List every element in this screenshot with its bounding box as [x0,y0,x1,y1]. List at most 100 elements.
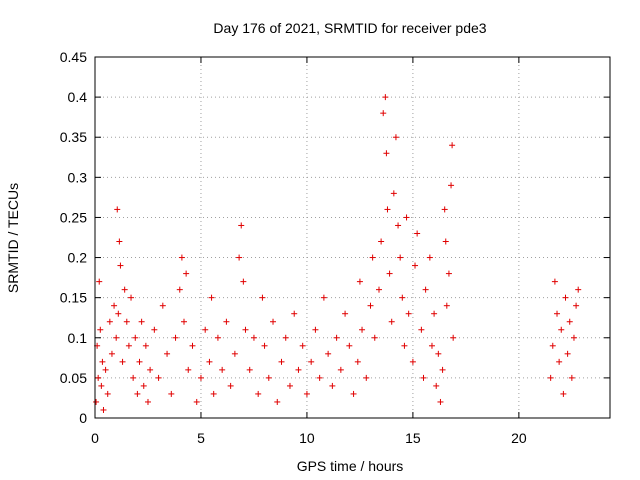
y-tick-label: 0.15 [60,290,87,306]
data-point [566,318,573,325]
data-point [363,374,370,381]
data-point [138,318,145,325]
data-point [375,286,382,293]
data-point [95,374,102,381]
data-point [104,390,111,397]
data-point [562,294,569,301]
data-point [97,326,104,333]
data-point [96,278,103,285]
data-point [115,310,122,317]
data-point [210,390,217,397]
data-point [390,190,397,197]
data-point [414,230,421,237]
y-tick-label: 0.05 [60,370,87,386]
y-tick-label: 0.35 [60,129,87,145]
data-point [320,294,327,301]
plot-frame [94,56,611,419]
data-point [219,366,226,373]
data-point [316,374,323,381]
data-point [250,334,257,341]
x-tick-label: 0 [91,430,99,446]
data-point [259,294,266,301]
data-point [147,366,154,373]
data-point [412,262,419,269]
data-point [388,318,395,325]
x-tick-label: 10 [299,430,315,446]
data-point [282,334,289,341]
data-point [125,342,132,349]
data-point [172,334,179,341]
data-point [383,150,390,157]
data-point [554,310,561,317]
data-point [265,374,272,381]
y-tick-label: 0.4 [68,89,88,105]
data-point [303,390,310,397]
y-tick-label: 0.3 [68,169,88,185]
data-point [111,302,118,309]
data-point [367,302,374,309]
data-point [428,342,435,349]
data-point [437,398,444,405]
data-point [261,342,268,349]
data-point [134,390,141,397]
data-point [286,382,293,389]
data-point [312,326,319,333]
data-point [116,238,123,245]
data-point [100,406,107,413]
data-point [242,326,249,333]
data-point [560,390,567,397]
data-point [197,374,204,381]
data-point [128,294,135,301]
data-point [392,134,399,141]
data-point [386,270,393,277]
data-point [155,374,162,381]
data-point [142,342,149,349]
data-point [189,342,196,349]
data-point [337,366,344,373]
data-point [346,342,353,349]
data-point [551,278,558,285]
data-point [98,382,105,389]
data-point [422,286,429,293]
x-tick-label: 5 [197,430,205,446]
data-point [378,238,385,245]
data-point [369,254,376,261]
data-point [371,334,378,341]
data-point [132,334,139,341]
y-tick-label: 0.25 [60,209,87,225]
data-point [295,366,302,373]
data-point [342,310,349,317]
data-point [435,350,442,357]
data-point [181,318,188,325]
data-point [397,254,404,261]
axis-ticks: 0 0.05 0.1 0.15 0.2 0.25 0.3 0.35 0.4 0.45 0 5 10 15 2… [60,49,610,446]
data-point [558,326,565,333]
data-point [449,142,456,149]
data-point [401,342,408,349]
data-point [568,374,575,381]
data-point [380,110,387,117]
data-point [236,254,243,261]
x-axis-label: GPS time / hours [297,458,404,474]
data-point [384,206,391,213]
data-point [159,302,166,309]
x-tick-label: 20 [511,430,527,446]
data-point [246,366,253,373]
x-tick-label: 15 [405,430,421,446]
data-point [223,318,230,325]
data-point [445,270,452,277]
data-point [329,382,336,389]
data-point [106,318,113,325]
data-point [356,278,363,285]
data-point [450,334,457,341]
data-point [359,326,366,333]
data-point [238,222,245,229]
data-point [208,294,215,301]
data-point [114,206,121,213]
grid-lines [95,57,610,418]
data-point [448,182,455,189]
data-point [123,318,130,325]
data-point [299,342,306,349]
